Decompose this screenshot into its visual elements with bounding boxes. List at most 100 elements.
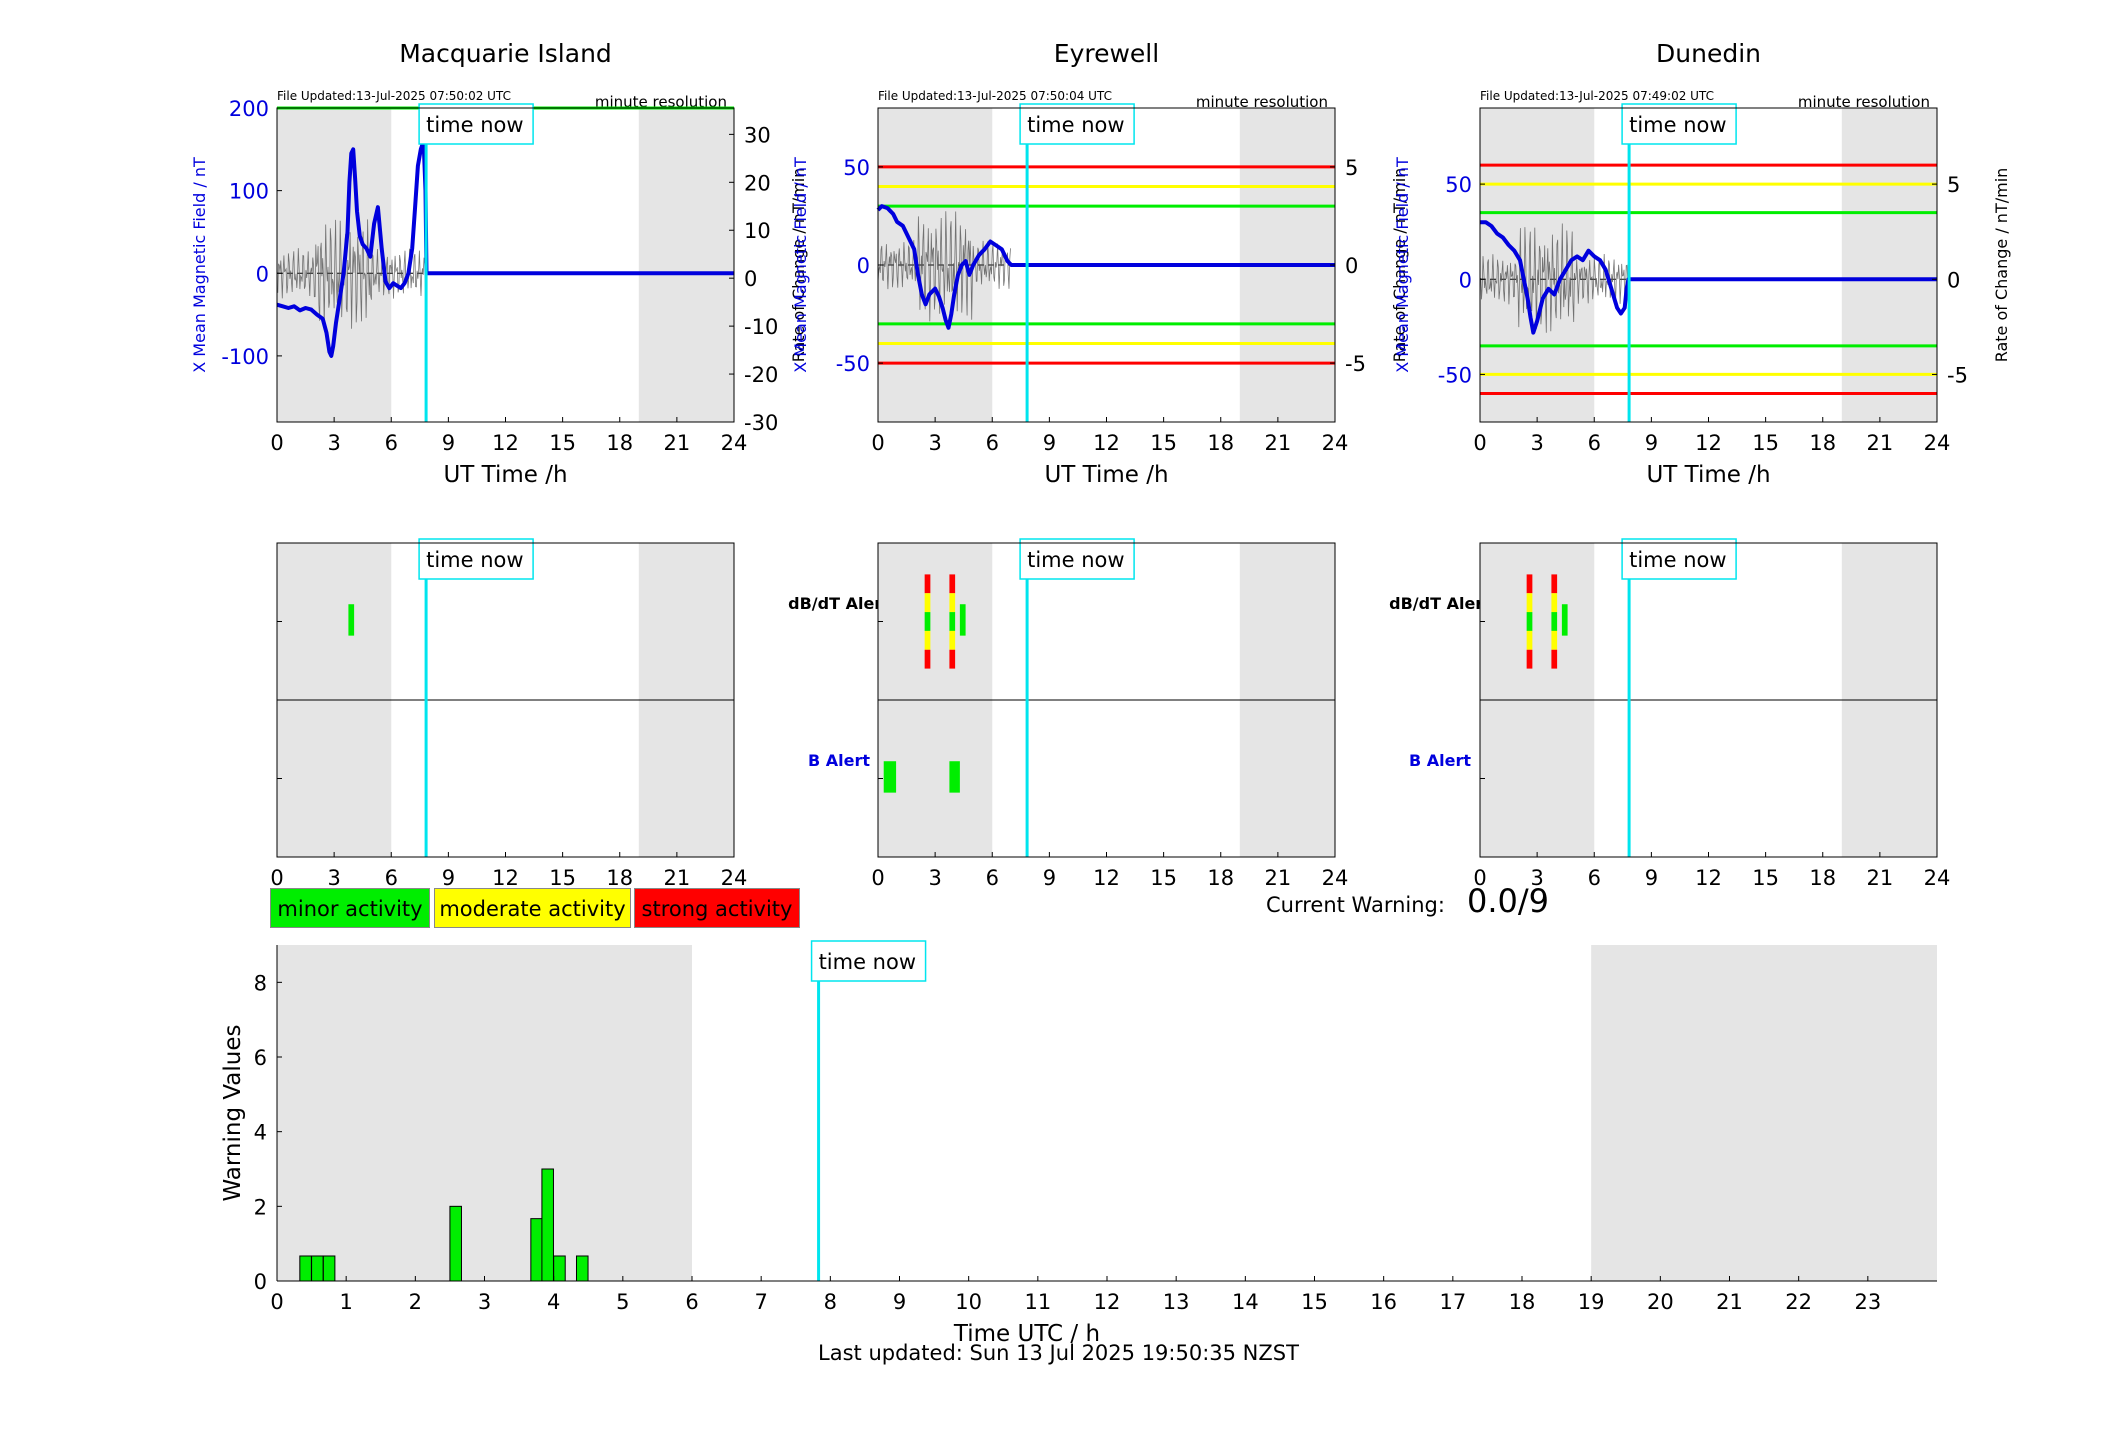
x-tick-label: 0 [270,866,283,890]
time-now-box [1621,103,1737,145]
y-right-axis-label: Rate of Change / nT/min [789,168,808,363]
x-tick-label: 0 [270,1290,283,1314]
x-tick-label: 20 [1647,1290,1674,1314]
y-tick-label: -50 [1438,363,1472,387]
x-tick-label: 6 [385,866,398,890]
time-now-box [1621,538,1737,580]
x-tick-label: 24 [1322,866,1349,890]
x-tick-label: 12 [1093,431,1120,455]
y-tick-label: 0 [254,1270,267,1294]
x-tick-label: 19 [1578,1290,1605,1314]
x-tick-label: 21 [1867,866,1894,890]
y-axis-label: X Mean Magnetic Field / nT [190,157,209,373]
night-band [1480,108,1595,422]
y-tick-label: -100 [221,345,269,369]
station-chart-0: Macquarie Island File Updated:13-Jul-2025… [190,39,808,488]
b-alert-bar-minor [949,761,960,793]
y-tick-label: -50 [836,352,870,376]
station-chart-2: Dunedin File Updated:13-Jul-2025 07:49:02… [1393,39,2011,488]
dbdt-alert-bar-moderate [1551,630,1558,650]
y-tick-label: 50 [1445,173,1472,197]
x-tick-label: 24 [1924,431,1951,455]
dbdt-alert-bar-moderate [924,593,931,613]
y-axis-label: Warning Values [220,1024,246,1201]
y-right-tick-label: 5 [1345,156,1358,180]
x-tick-label: 16 [1370,1290,1397,1314]
x-tick-label: 0 [1473,866,1486,890]
x-tick-label: 21 [664,866,691,890]
dbdt-alert-bar-strong [1526,649,1533,669]
legend-strong: strong activity [634,888,800,928]
x-tick-label: 12 [1695,431,1722,455]
x-tick-label: 15 [549,431,576,455]
time-now-label: time now [1629,548,1726,572]
alert-panel-1: time now 0 3 6 9 12 15 18 21 24 dB/dT Alert B Alert [871,538,1491,890]
station-chart-1: Eyrewell File Updated:13-Jul-2025 07:50:0… [791,39,1409,488]
x-tick-label: 1 [339,1290,352,1314]
time-now-box [810,940,927,982]
x-tick-label: 15 [1752,866,1779,890]
file-updated: File Updated:13-Jul-2025 07:50:02 UTC [277,89,511,103]
x-tick-label: 7 [754,1290,767,1314]
x-tick-label: 23 [1854,1290,1881,1314]
x-tick-label: 24 [1322,431,1349,455]
dbdt-alert-label: dB/dT Alert [1389,594,1491,613]
legend-moderate: moderate activity [434,888,631,928]
time-now-box [418,538,534,580]
x-tick-label: 14 [1232,1290,1259,1314]
x-tick-label: 18 [606,866,633,890]
y-right-tick-label: -30 [744,411,778,435]
y-tick-label: 100 [229,180,269,204]
warning-bar [541,1168,554,1282]
x-tick-label: 6 [986,866,999,890]
time-now-label: time now [1027,548,1124,572]
rate-of-change-series [276,219,427,329]
x-tick-label: 3 [1530,866,1543,890]
dbdt-alert-bar-moderate [949,593,956,613]
warning-bar [449,1205,462,1282]
legend-minor: minor activity [270,888,430,928]
y-tick-label: 4 [254,1121,267,1145]
y-tick-label: 50 [843,156,870,180]
y-right-axis-label: Rate of Change / nT/min [1390,168,1409,363]
file-updated: File Updated:13-Jul-2025 07:49:02 UTC [1480,89,1714,103]
x-tick-label: 12 [1093,866,1120,890]
time-now-label: time now [426,548,523,572]
dbdt-alert-bar-minor [1526,612,1533,631]
y-tick-label: 0 [1459,268,1472,292]
x-tick-label: 13 [1163,1290,1190,1314]
x-tick-label: 9 [1043,431,1056,455]
warning-bar [553,1255,566,1282]
dbdt-alert-bar-minor [1551,612,1558,631]
warning-bar [299,1255,312,1282]
y-right-tick-label: 20 [744,171,771,195]
dbdt-alert-bar-moderate [1526,630,1533,650]
rate-of-change-series [1479,223,1629,333]
x-tick-label: 18 [606,431,633,455]
time-now-label: time now [819,950,916,974]
x-tick-label: 12 [492,866,519,890]
resolution-label: minute resolution [1798,93,1930,111]
y-right-tick-label: 0 [744,267,757,291]
x-tick-label: 22 [1785,1290,1812,1314]
x-tick-label: 11 [1024,1290,1051,1314]
y-right-tick-label: 5 [1947,173,1960,197]
time-now-label: time now [1027,113,1124,137]
x-tick-label: 0 [871,431,884,455]
dbdt-alert-bar-moderate [924,630,931,650]
dbdt-alert-bar-strong [949,649,956,669]
x-tick-label: 3 [928,866,941,890]
x-tick-label: 12 [1094,1290,1121,1314]
dbdt-alert-bar-moderate [1551,593,1558,613]
x-tick-label: 21 [1716,1290,1743,1314]
x-tick-label: 3 [478,1290,491,1314]
dbdt-alert-bar-strong [1526,574,1533,594]
y-right-axis-label: Rate of Change / nT/min [1992,168,2011,363]
x-tick-label: 6 [986,431,999,455]
time-now-box [418,103,534,145]
file-updated: File Updated:13-Jul-2025 07:50:04 UTC [878,89,1112,103]
night-band [1841,108,1937,422]
x-tick-label: 15 [549,866,576,890]
